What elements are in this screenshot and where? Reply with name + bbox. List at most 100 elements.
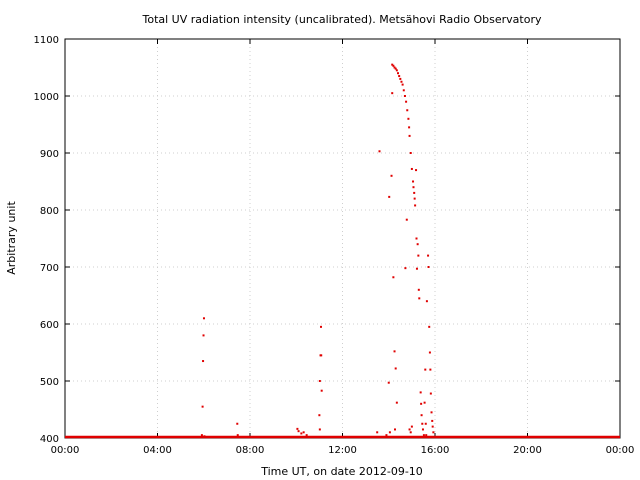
x-tick-label: 20:00 (513, 445, 542, 456)
data-point (410, 425, 413, 428)
data-point (425, 300, 428, 303)
axis-ticks: 400 500 600 700 800 900 1000 1100 00:00 04:00 08:0… (34, 35, 635, 456)
data-point (422, 434, 425, 437)
data-point (404, 267, 407, 270)
data-point (401, 83, 404, 86)
data-point (406, 109, 409, 112)
data-point (430, 411, 433, 414)
data-point (391, 63, 394, 66)
data-point (378, 150, 381, 153)
data-point (427, 266, 430, 268)
data-point (413, 191, 416, 194)
data-points (65, 63, 620, 439)
data-point (387, 381, 390, 384)
x-axis-label: Time UT, on date 2012-09-10 (260, 465, 423, 478)
data-point (236, 434, 239, 437)
data-point (427, 254, 430, 257)
data-point (420, 402, 423, 405)
data-point (392, 64, 395, 67)
data-point (412, 186, 415, 189)
data-point (400, 80, 403, 83)
data-point (408, 428, 411, 431)
y-tick-label: 1100 (34, 35, 59, 46)
y-tick-label: 900 (40, 149, 59, 160)
data-point (431, 419, 434, 422)
data-point (300, 432, 303, 435)
data-point (423, 401, 426, 404)
data-point (402, 89, 405, 92)
data-point (405, 218, 408, 221)
x-tick-label: 08:00 (236, 445, 265, 456)
chart-title: Total UV radiation intensity (uncalibrat… (142, 13, 542, 26)
data-point (424, 422, 427, 425)
data-point (398, 75, 401, 78)
data-point (202, 334, 205, 337)
data-point (418, 297, 421, 300)
data-point (405, 100, 408, 103)
data-point (409, 152, 412, 154)
data-point (305, 434, 308, 437)
data-point (393, 66, 396, 69)
data-point (202, 360, 205, 363)
y-tick-label: 800 (40, 206, 59, 217)
data-point (428, 351, 431, 354)
x-tick-label: 12:00 (328, 445, 357, 456)
y-tick-label: 600 (40, 320, 59, 331)
x-tick-label: 04:00 (143, 445, 172, 456)
y-axis-label: Arbitrary unit (5, 201, 18, 275)
data-point (203, 435, 206, 438)
data-point (412, 180, 415, 183)
data-point (428, 325, 431, 328)
data-point (415, 169, 418, 172)
data-point (393, 350, 396, 353)
data-point (202, 317, 205, 320)
data-point (431, 425, 434, 428)
data-point (376, 431, 379, 434)
data-point (409, 431, 412, 434)
data-point (320, 354, 323, 357)
y-tick-label: 1000 (34, 92, 59, 103)
data-point (385, 434, 388, 437)
grid (65, 39, 620, 438)
data-point (432, 431, 435, 434)
data-point (318, 428, 321, 431)
data-point (297, 430, 300, 433)
data-point (407, 117, 410, 120)
data-point (388, 431, 391, 434)
data-point (410, 167, 413, 170)
data-point (394, 67, 397, 70)
data-point (320, 389, 323, 392)
data-point (408, 134, 411, 137)
data-point (393, 428, 396, 431)
data-point (415, 237, 418, 240)
data-point (319, 325, 322, 328)
data-point (414, 204, 417, 207)
data-point (318, 380, 321, 382)
data-point (388, 195, 391, 198)
data-point (416, 243, 419, 246)
x-tick-label: 00:00 (606, 445, 635, 456)
data-point (424, 368, 427, 371)
y-tick-label: 500 (40, 377, 59, 388)
x-tick-label: 16:00 (421, 445, 450, 456)
data-point (392, 276, 395, 279)
data-point (417, 254, 420, 257)
data-point (419, 391, 422, 394)
y-tick-label: 400 (40, 434, 59, 445)
data-point (420, 414, 423, 417)
data-point (302, 431, 305, 434)
data-point (390, 174, 393, 177)
data-point (394, 367, 397, 370)
data-point (236, 422, 239, 425)
data-point (425, 434, 428, 437)
y-tick-label: 700 (40, 263, 59, 274)
data-point (395, 401, 398, 404)
data-point (391, 92, 394, 95)
data-point (397, 72, 399, 75)
plot-frame (64, 38, 621, 439)
data-point (200, 434, 203, 437)
data-point (421, 428, 424, 431)
data-point (415, 267, 418, 270)
x-tick-label: 00:00 (51, 445, 80, 456)
